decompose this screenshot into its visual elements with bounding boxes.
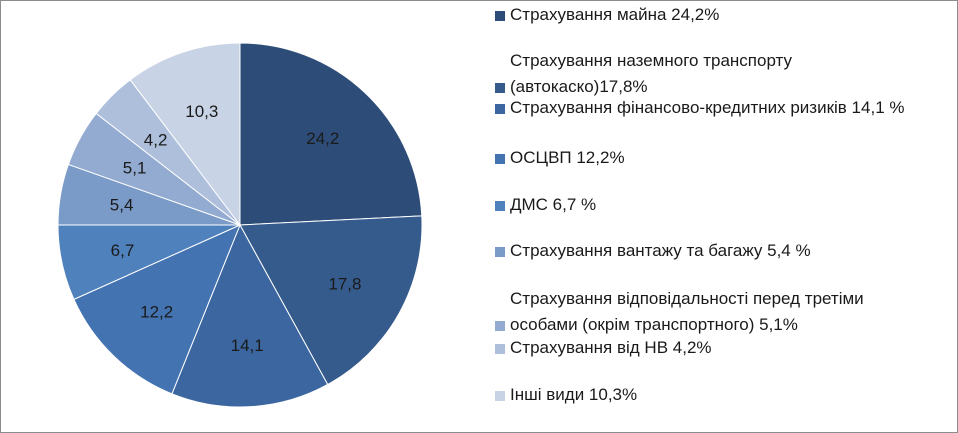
legend-label: ОСЦВП 12,2%: [510, 145, 950, 171]
legend-swatch: [495, 201, 505, 211]
pie-slice: [239, 42, 423, 226]
legend-label-line: Страхування майна 24,2%: [510, 5, 720, 24]
legend-label-line: Інші види 10,3%: [510, 385, 638, 404]
pie-slice: [73, 224, 241, 395]
legend-swatch: [495, 344, 505, 354]
pie-slice: [129, 42, 241, 227]
legend-label-line: ДМС 6,7 %: [510, 195, 597, 214]
legend-label: ДМС 6,7 %: [510, 192, 950, 218]
slice-data-label: 12,2: [140, 303, 173, 322]
legend-label: Страхування фінансово-кредитних ризиків …: [510, 95, 950, 121]
legend-label: Страхування вантажу та багажу 5,4 %: [510, 238, 950, 264]
legend-label-line: Страхування фінансово-кредитних ризиків …: [510, 98, 905, 117]
slice-data-label: 10,3: [185, 102, 218, 121]
legend-label-line: Страхування вантажу та багажу 5,4 %: [510, 241, 811, 260]
legend-label: Страхування наземного транспорту (автокас…: [510, 48, 950, 100]
slice-data-label: 5,1: [123, 159, 147, 178]
legend-label: Страхування від НВ 4,2%: [510, 335, 950, 361]
legend-label: Страхування майна 24,2%: [510, 2, 950, 28]
legend-label: Інші види 10,3%: [510, 382, 950, 408]
slice-data-label: 17,8: [328, 275, 361, 294]
legend-swatch: [495, 154, 505, 164]
legend-label-line: (автокаско)17,8%: [510, 77, 648, 96]
legend-label-line: Страхування наземного транспорту: [510, 51, 793, 70]
slice-data-label: 24,2: [306, 129, 339, 148]
legend-label-line: Страхування від НВ 4,2%: [510, 338, 712, 357]
legend-swatch: [495, 83, 505, 93]
pie-slice: [171, 223, 329, 408]
slice-data-label: 6,7: [111, 241, 135, 260]
legend-swatch: [495, 247, 505, 257]
pie-slice: [239, 215, 423, 386]
slice-data-label: 14,1: [231, 336, 264, 355]
legend-swatch: [495, 104, 505, 114]
legend-swatch: [495, 321, 505, 331]
legend-swatch: [495, 11, 505, 21]
legend-label-line: особами (окрім транспортного) 5,1%: [510, 315, 798, 334]
legend-label: Страхування відповідальності перед треті…: [510, 286, 950, 338]
legend-label-line: Страхування відповідальності перед треті…: [510, 289, 864, 308]
legend-label-line: ОСЦВП 12,2%: [510, 148, 625, 167]
slice-data-label: 4,2: [144, 131, 168, 150]
legend-swatch: [495, 391, 505, 401]
slice-data-label: 5,4: [110, 196, 134, 215]
